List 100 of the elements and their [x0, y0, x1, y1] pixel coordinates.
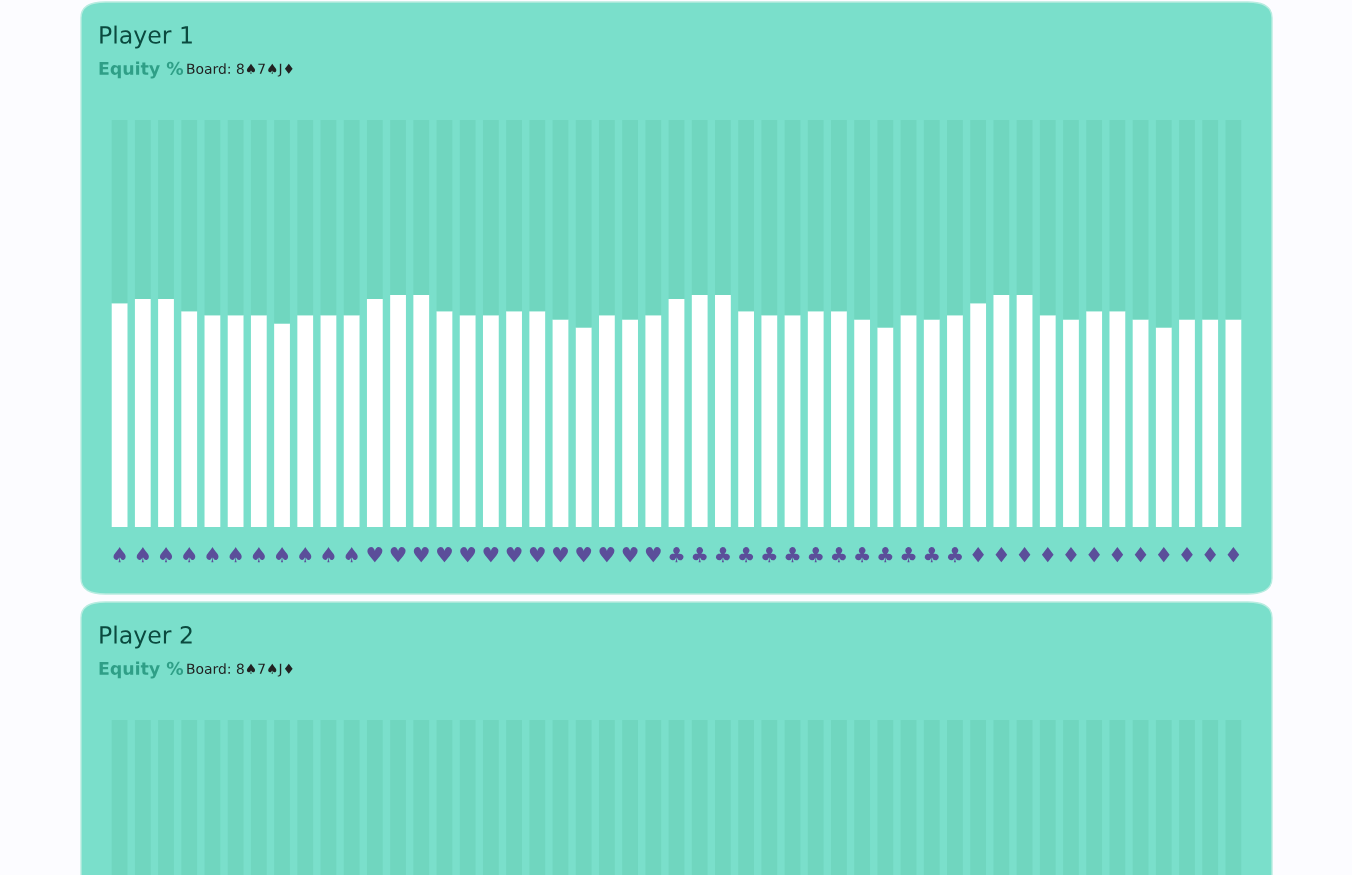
bar [1225, 319, 1242, 527]
bar [1155, 327, 1172, 527]
bar [181, 120, 198, 312]
x-tick-label: ♠ [136, 547, 149, 563]
x-tick-label: ♣ [785, 547, 800, 563]
bar [715, 295, 731, 527]
bar [622, 319, 638, 527]
x-tick-label: ♦ [1134, 547, 1147, 563]
x-tick-label: ♦ [972, 547, 984, 563]
bar [134, 299, 151, 527]
bar [158, 120, 174, 300]
bar [738, 120, 754, 312]
bar [1109, 311, 1126, 527]
bar [158, 299, 174, 527]
bar [552, 319, 569, 527]
bar [831, 311, 847, 527]
bar [390, 295, 406, 527]
bar [854, 319, 871, 527]
x-tick-label: ♠ [159, 547, 173, 563]
x-tick-label: ♦ [1157, 547, 1170, 563]
bar [413, 295, 430, 527]
bar [552, 120, 569, 320]
x-tick-label: ♥ [460, 547, 476, 563]
bar [506, 120, 522, 312]
bar [947, 315, 963, 527]
bar [459, 120, 476, 316]
bar [1016, 295, 1033, 527]
bar [366, 299, 383, 527]
bar [831, 120, 847, 312]
bar [436, 120, 453, 312]
bar [715, 120, 731, 296]
bar [970, 120, 987, 304]
x-tick-label: ♠ [206, 547, 219, 563]
text: Board: 8♠7♠J♦ [187, 663, 293, 677]
bar [1132, 120, 1149, 320]
bar [482, 315, 499, 527]
x-tick-label: ♣ [692, 547, 707, 563]
bar [900, 120, 917, 316]
x-tick-label: ♥ [483, 547, 499, 563]
text: Board: 8♠7♠J♦ [187, 63, 293, 77]
bar [529, 311, 546, 527]
bar [599, 120, 615, 316]
x-tick-label: ♥ [552, 547, 568, 563]
bar [1063, 319, 1079, 527]
bar [761, 120, 778, 316]
bar [274, 323, 290, 527]
x-tick-label: ♦ [1065, 547, 1077, 563]
x-tick-label: ♦ [995, 547, 1008, 563]
bar [204, 315, 221, 527]
x-tick-label: ♠ [229, 547, 242, 563]
bar [204, 120, 221, 316]
bar [343, 120, 360, 316]
bar [1063, 120, 1079, 320]
bar [413, 120, 430, 296]
bar [274, 120, 290, 324]
bar [877, 327, 894, 527]
bar [1132, 319, 1149, 527]
bar [784, 315, 801, 527]
bar [575, 120, 592, 328]
bar [459, 315, 476, 527]
x-tick-label: ♦ [1088, 547, 1100, 563]
bar [1225, 120, 1242, 320]
bar [738, 311, 754, 527]
x-tick-label: ♣ [762, 547, 777, 563]
x-tick-label: ♥ [506, 547, 522, 563]
x-tick-label: ♥ [622, 547, 638, 563]
bar [227, 315, 244, 527]
bar [761, 315, 778, 527]
x-tick-label: ♠ [299, 547, 312, 563]
x-tick-label: ♥ [390, 547, 406, 563]
x-tick-label: ♦ [1041, 547, 1054, 563]
bar [436, 311, 453, 527]
bar [668, 299, 685, 527]
x-tick-label: ♣ [715, 547, 730, 563]
bar [1039, 315, 1056, 527]
bar [691, 120, 708, 296]
x-tick-label: ♣ [878, 547, 893, 563]
x-tick-label: ♥ [599, 547, 615, 563]
bar [1202, 319, 1219, 527]
bar [1086, 120, 1103, 312]
x-tick-label: ♦ [1018, 547, 1031, 563]
bar [622, 120, 638, 320]
bar [250, 120, 267, 316]
x-tick-label: ♣ [855, 547, 870, 563]
bar [1155, 120, 1172, 328]
bar [111, 120, 128, 304]
bar [297, 315, 314, 527]
x-tick-label: ♥ [529, 547, 545, 563]
bar [111, 303, 128, 527]
bar [134, 120, 151, 300]
bar [970, 303, 987, 527]
bar [297, 120, 314, 316]
x-tick-label: ♠ [183, 547, 196, 563]
x-tick-label: ♥ [413, 547, 429, 563]
bar [645, 120, 662, 316]
bar [900, 315, 917, 527]
bar [854, 120, 871, 320]
bar [1086, 311, 1103, 527]
x-tick-label: ♣ [947, 547, 962, 563]
bar [181, 311, 198, 527]
